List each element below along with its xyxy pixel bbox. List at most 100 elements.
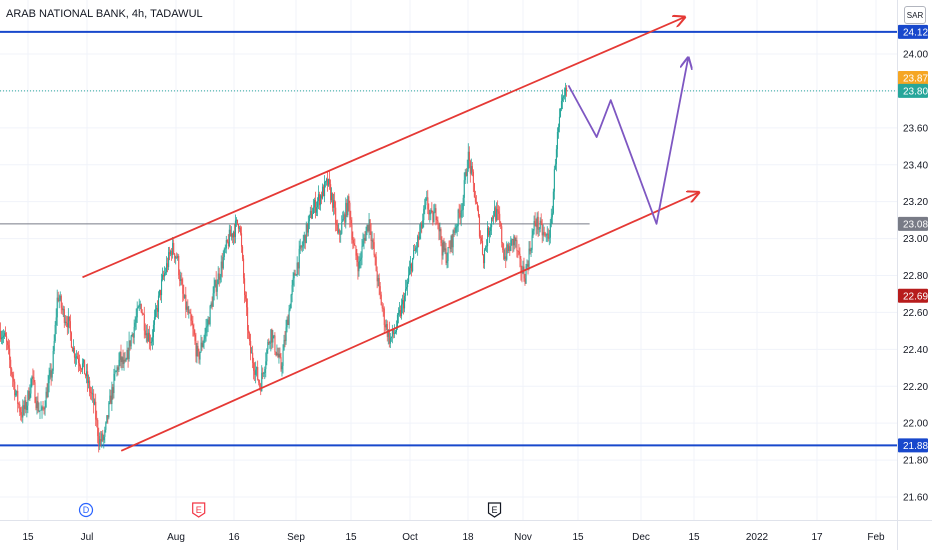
event-marker-e-1[interactable]: E (192, 502, 206, 518)
candle-body (104, 429, 106, 437)
chart-title: ARAB NATIONAL BANK, 4h, TADAWUL (6, 8, 203, 20)
candle-body (135, 317, 137, 323)
candle-body (177, 255, 179, 258)
candle-body (252, 352, 254, 363)
y-tick-label-4: 23.20 (903, 197, 928, 208)
candle-body (305, 223, 307, 244)
candle-body (487, 228, 489, 247)
candle-body (158, 289, 161, 296)
candle-body (350, 219, 352, 225)
candle-body (223, 248, 225, 257)
candle-body (259, 382, 261, 387)
candle-body (18, 403, 20, 405)
candle-body (405, 288, 407, 296)
candle-body (541, 223, 543, 236)
candle-body (556, 132, 558, 150)
candle-body (258, 379, 260, 383)
candle-body (113, 373, 115, 394)
candle-body (36, 400, 38, 409)
candle-body (342, 218, 344, 223)
earnings-marker-icon (487, 502, 502, 518)
candle-body (374, 255, 376, 257)
candle-body (59, 295, 61, 300)
candle-body (3, 335, 5, 338)
candle-body (256, 367, 258, 370)
candle-body (529, 248, 531, 252)
candle-body (523, 266, 525, 279)
candle-body (250, 340, 252, 354)
candle-body (429, 212, 431, 215)
candle-body (493, 216, 495, 219)
candle-body (100, 438, 102, 442)
y-tick-label-8: 22.40 (903, 345, 928, 356)
candle-body (173, 242, 175, 254)
event-marker-e-2[interactable]: E (487, 502, 502, 518)
candle-body (271, 329, 273, 343)
candle-body (285, 327, 287, 342)
candle-body (423, 208, 425, 221)
candle-body (167, 263, 169, 268)
candle-body (544, 233, 546, 236)
candle-body (277, 353, 279, 357)
candle-body (125, 359, 127, 361)
candle-body (481, 241, 484, 255)
candle-body (98, 436, 100, 446)
candle-body (212, 293, 214, 307)
candle-body (384, 325, 386, 328)
candle-body (399, 310, 402, 317)
candle-body (11, 368, 13, 375)
candle-body (117, 367, 119, 370)
candle-body (175, 256, 177, 259)
candle-body (48, 375, 50, 384)
candle-body (500, 222, 502, 227)
currency-button[interactable]: SAR (904, 6, 926, 24)
y-tick-label-2: 23.60 (903, 123, 928, 134)
candle-body (35, 402, 37, 409)
candle-body (293, 273, 295, 279)
candle-body (327, 178, 329, 186)
candle-body (280, 357, 282, 370)
candle-body (133, 326, 135, 338)
candle-body (299, 245, 301, 249)
candle-body (331, 193, 333, 201)
candle-body (228, 229, 230, 247)
candle-body (515, 240, 517, 242)
candle-body (415, 247, 417, 251)
candle-body (201, 342, 203, 347)
candle-body (180, 278, 182, 281)
candle-body (517, 250, 519, 252)
candle-body (537, 216, 539, 230)
candle-body (65, 321, 67, 324)
event-marker-d-0[interactable]: D (78, 502, 94, 518)
candle-body (278, 353, 280, 357)
candle-body (56, 297, 58, 318)
candle-body (486, 246, 488, 248)
event-marker-label: D (83, 505, 90, 515)
candle-body (389, 337, 391, 344)
candle-body (156, 308, 159, 312)
candle-body (194, 334, 196, 341)
candle-body (41, 407, 43, 410)
candle-body (504, 256, 506, 259)
candle-body (209, 305, 211, 325)
candle-body (254, 370, 256, 375)
candle-body (535, 223, 537, 227)
candle-body (479, 236, 482, 238)
resistance-tag-label: 24.12 (903, 27, 928, 38)
candle-body (9, 348, 11, 360)
candle-body (126, 349, 128, 360)
candle-body (333, 200, 335, 208)
candle-body (43, 408, 45, 410)
candle-body (545, 234, 547, 236)
candle-body (162, 274, 164, 280)
candle-body (217, 273, 219, 285)
candle-body (497, 209, 499, 212)
candle-body (435, 208, 437, 220)
candle-body (364, 237, 366, 241)
candle-body (46, 391, 48, 398)
candle-body (283, 339, 285, 351)
candle-body (502, 242, 504, 251)
candle-body (69, 321, 71, 333)
